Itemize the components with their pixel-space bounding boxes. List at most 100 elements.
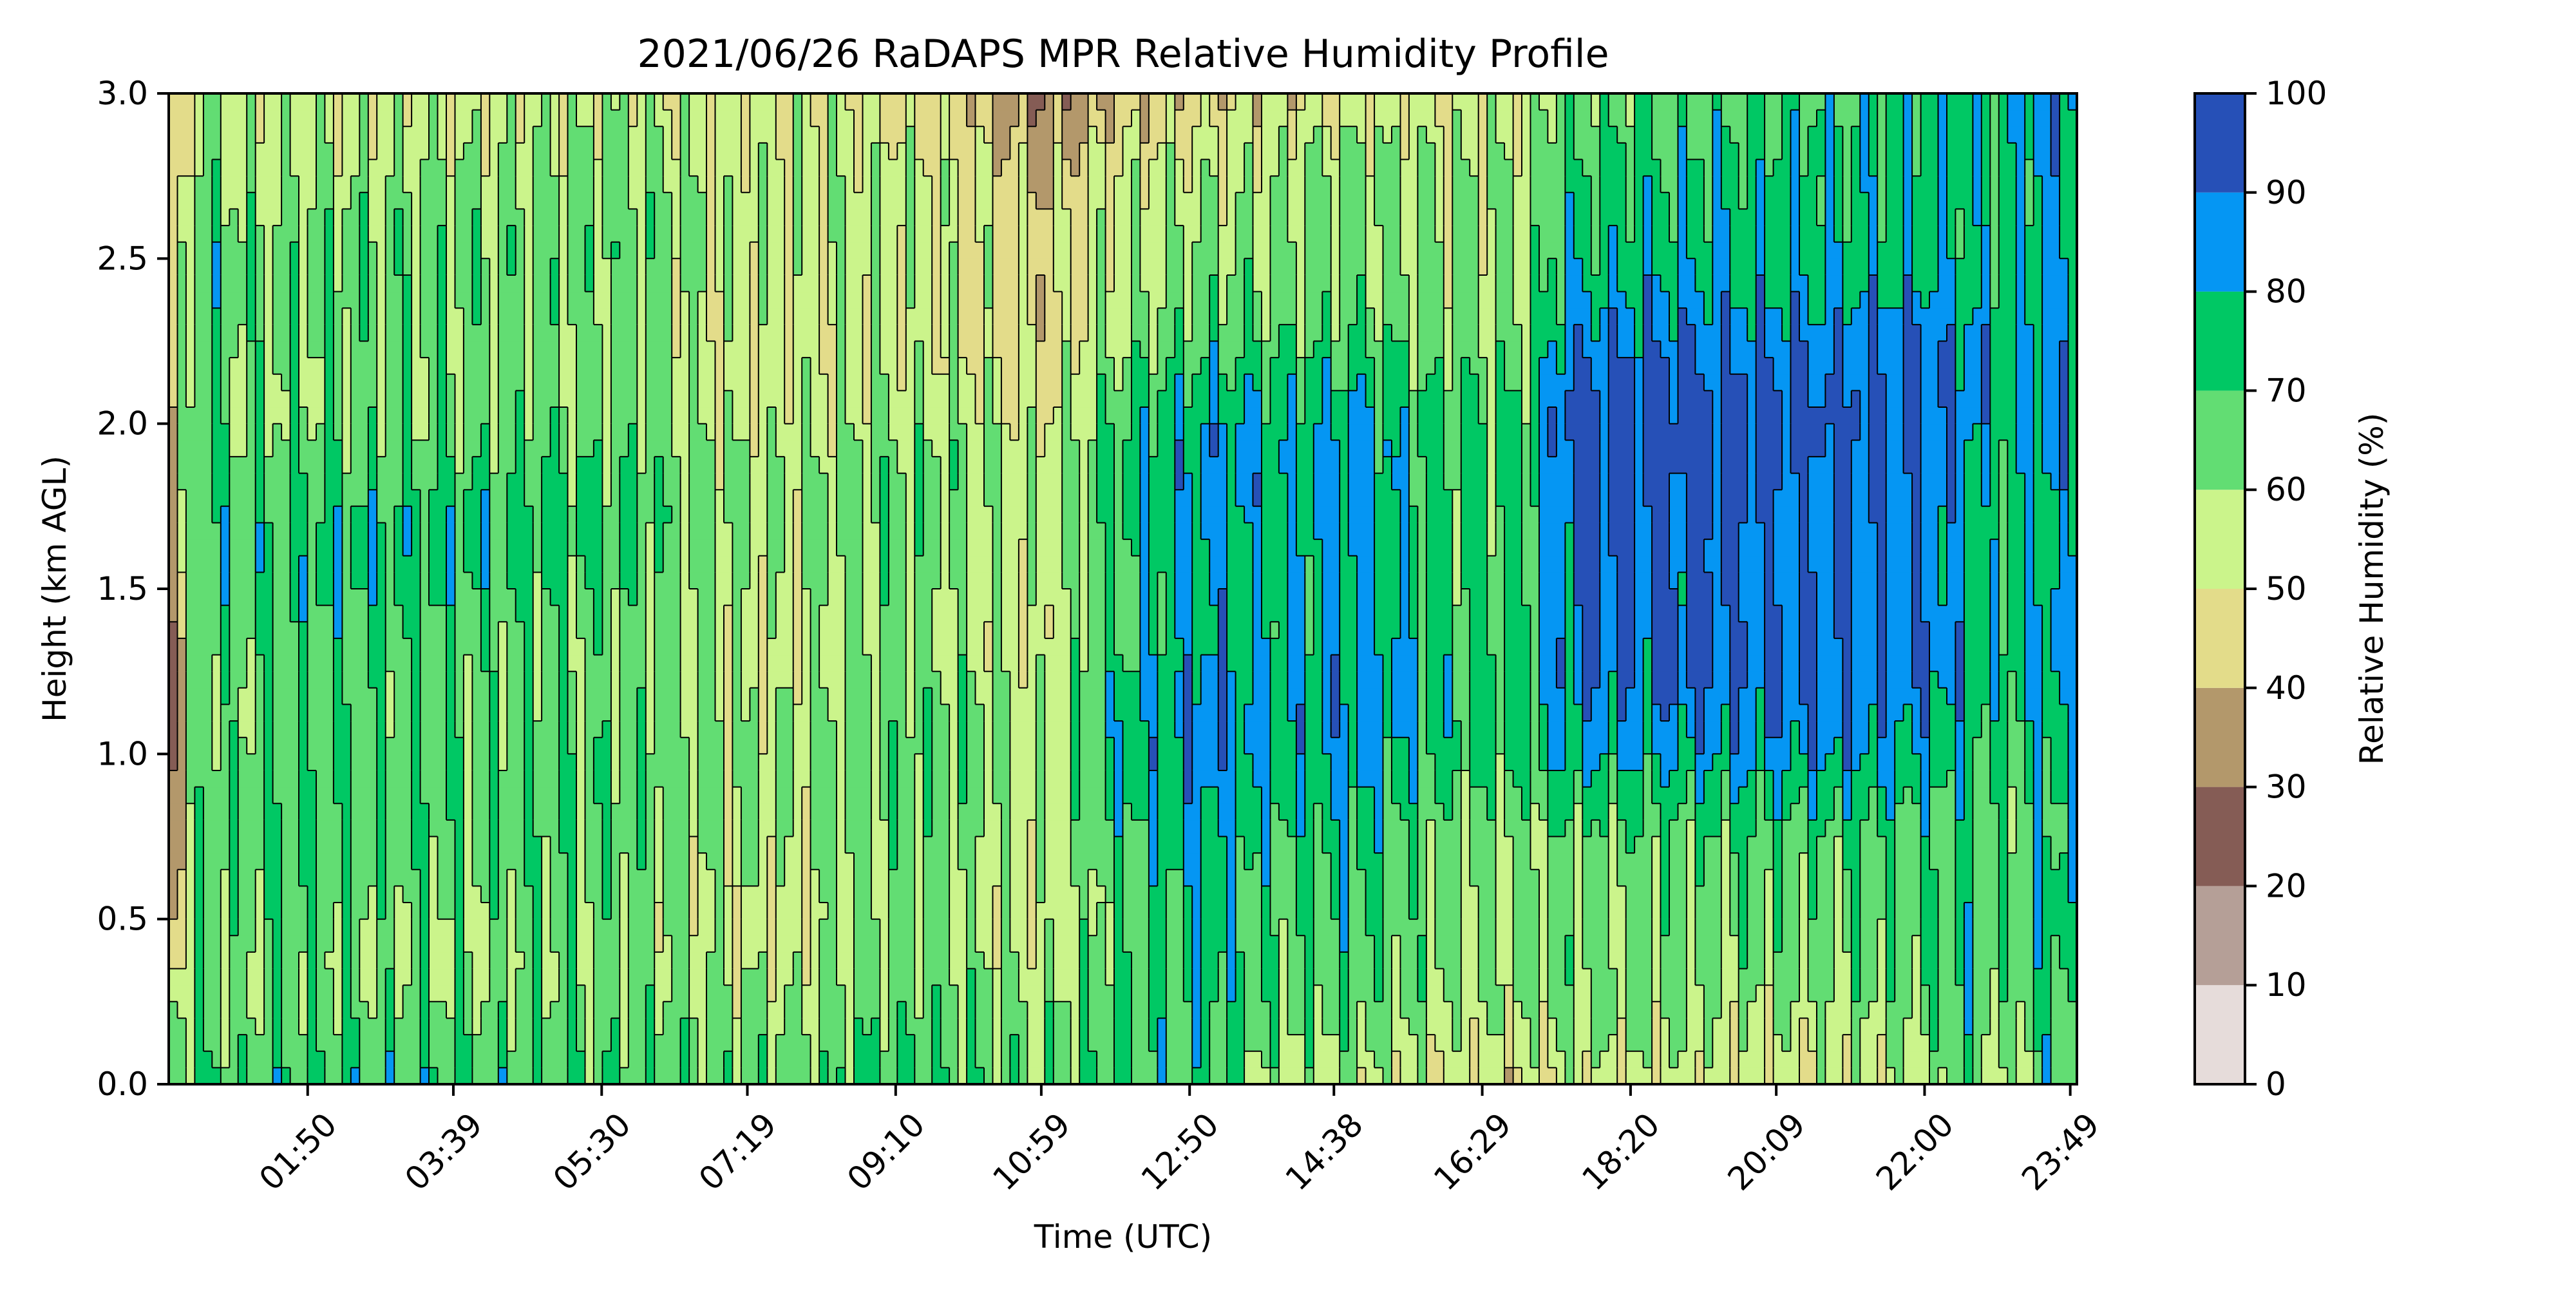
rh-contour-cell <box>377 589 386 606</box>
rh-contour-cell <box>1816 770 1843 788</box>
rh-contour-cell <box>1305 721 1323 738</box>
rh-contour-cell <box>802 968 811 986</box>
rh-contour-cell <box>1227 687 1236 705</box>
rh-contour-cell <box>455 655 464 672</box>
rh-contour-cell <box>220 522 230 540</box>
rh-contour-cell <box>775 968 794 986</box>
rh-contour-cell <box>1157 687 1175 705</box>
rh-contour-cell <box>628 869 655 886</box>
rh-contour-cell <box>177 655 187 672</box>
rh-contour-cell <box>880 1035 889 1052</box>
rh-contour-cell <box>1530 473 1540 490</box>
rh-contour-cell <box>299 456 326 474</box>
rh-contour-cell <box>1565 605 1575 622</box>
rh-contour-cell <box>1296 704 1305 722</box>
rh-contour-cell <box>1608 522 1635 540</box>
rh-contour-cell <box>220 869 230 886</box>
rh-contour-cell <box>914 968 924 986</box>
rh-contour-cell <box>680 1067 690 1084</box>
rh-contour-cell <box>307 919 317 936</box>
rh-contour-cell <box>1122 721 1150 738</box>
rh-contour-cell <box>1782 787 1800 804</box>
rh-contour-cell <box>767 589 777 606</box>
rh-contour-cell <box>602 903 612 920</box>
rh-contour-cell <box>992 1001 1002 1019</box>
rh-contour-cell <box>680 622 699 639</box>
rh-contour-cell <box>1799 539 1809 557</box>
rh-contour-cell <box>359 985 377 1002</box>
rh-contour-cell <box>264 655 274 672</box>
rh-contour-cell <box>1218 754 1227 771</box>
rh-contour-cell <box>1773 853 1783 870</box>
rh-contour-cell <box>1504 655 1531 672</box>
rh-contour-cell <box>299 1018 308 1035</box>
rh-contour-cell <box>412 737 421 754</box>
rh-contour-cell <box>1816 737 1835 754</box>
rh-contour-cell <box>1652 704 1662 722</box>
rh-contour-cell <box>1495 787 1505 804</box>
rh-contour-cell <box>412 803 430 821</box>
rh-contour-cell <box>1582 754 1600 771</box>
rh-contour-cell <box>1721 869 1730 886</box>
rh-contour-cell <box>1244 836 1262 854</box>
rh-contour-cell <box>1712 456 1722 474</box>
rh-contour-cell <box>429 952 456 970</box>
rh-contour-cell <box>489 704 499 722</box>
rh-contour-cell <box>446 803 464 821</box>
rh-contour-cell <box>1842 737 1852 754</box>
rh-contour-cell <box>923 721 933 738</box>
rh-contour-cell <box>368 638 386 656</box>
rh-contour-cell <box>1634 506 1653 524</box>
rh-contour-cell <box>412 456 439 474</box>
rh-contour-cell <box>1070 1001 1080 1019</box>
rh-contour-cell <box>853 853 872 870</box>
rh-contour-cell <box>1313 952 1340 970</box>
rh-contour-cell <box>819 886 837 903</box>
rh-contour-cell <box>984 490 1002 507</box>
rh-contour-cell <box>1088 638 1106 656</box>
rh-contour-cell <box>1340 985 1349 1002</box>
rh-contour-cell <box>723 687 734 705</box>
rh-contour-cell <box>1183 440 1202 457</box>
rh-contour-cell <box>2060 522 2069 540</box>
rh-contour-cell <box>1079 721 1106 738</box>
rh-contour-cell <box>489 919 507 936</box>
rh-contour-cell <box>1088 985 1115 1002</box>
rh-contour-cell <box>1851 754 1861 771</box>
rh-contour-cell <box>793 490 802 507</box>
rh-contour-cell <box>1730 770 1748 788</box>
rh-contour-cell <box>1712 754 1730 771</box>
rh-contour-cell <box>1036 506 1063 524</box>
rh-contour-cell <box>1877 638 1887 656</box>
rh-contour-cell <box>385 853 412 870</box>
rh-contour-cell <box>169 1035 187 1052</box>
rh-contour-cell <box>255 456 265 474</box>
rh-contour-cell <box>1426 985 1444 1002</box>
rh-contour-cell <box>958 671 967 689</box>
rh-contour-cell <box>1712 1051 1730 1068</box>
rh-contour-cell <box>1765 1001 1774 1019</box>
rh-contour-cell <box>1765 1035 1774 1052</box>
rh-contour-cell <box>446 440 456 457</box>
rh-contour-cell <box>567 869 577 886</box>
rh-contour-cell <box>837 539 864 557</box>
rh-contour-cell <box>697 853 707 870</box>
rh-contour-cell <box>412 638 421 656</box>
rh-contour-cell <box>741 787 759 804</box>
rh-contour-cell <box>628 1051 647 1068</box>
rh-contour-cell <box>229 671 247 689</box>
rh-contour-cell <box>1522 473 1531 490</box>
rh-contour-cell <box>706 985 734 1002</box>
rh-contour-cell <box>802 836 811 854</box>
rh-contour-cell <box>1348 836 1358 854</box>
rh-contour-cell <box>1417 819 1427 837</box>
rh-contour-cell <box>802 522 829 540</box>
rh-contour-cell <box>281 1035 308 1052</box>
rh-contour-cell <box>620 638 647 656</box>
rh-contour-cell <box>715 473 724 490</box>
rh-contour-cell <box>637 555 647 573</box>
rh-contour-cell <box>1122 869 1150 886</box>
rh-contour-cell <box>1357 704 1384 722</box>
rh-contour-cell <box>611 754 620 771</box>
rh-contour-cell <box>958 687 967 705</box>
